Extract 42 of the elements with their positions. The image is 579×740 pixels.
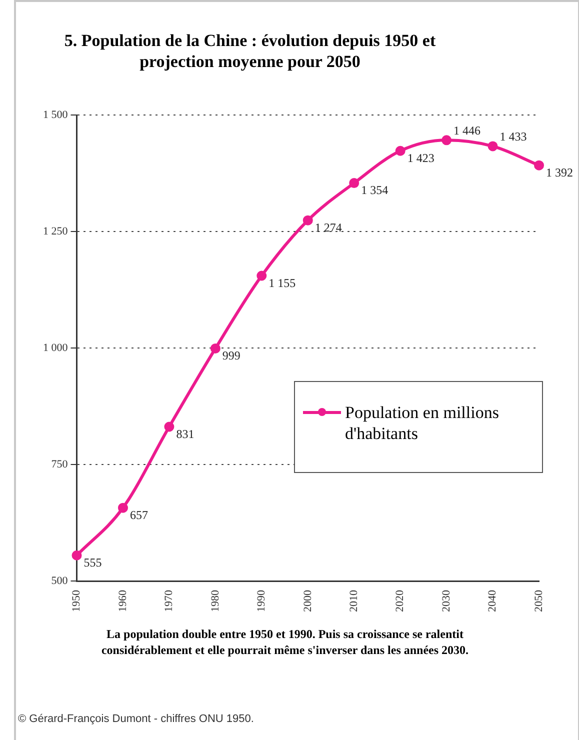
x-tick-label: 2000 xyxy=(302,590,314,612)
text: La population double entre 1950 et 1990. Puis sa croissance se ralentit considérablement et elle pourrait même s'inverser dans les années 2030. xyxy=(100,626,470,658)
point xyxy=(488,141,498,152)
y-tick-label: 1 500 xyxy=(43,108,68,121)
point xyxy=(210,343,220,354)
data-label: 1 446 xyxy=(454,123,481,138)
data-label: 1 423 xyxy=(407,151,434,166)
x-tick-label: 1980 xyxy=(209,590,222,612)
point xyxy=(349,178,360,188)
point xyxy=(164,422,174,432)
y-tick-label: 1 000 xyxy=(43,342,68,354)
data-label: 1 155 xyxy=(268,276,296,290)
legend-label: Population en millions d'habitants xyxy=(345,402,500,444)
point xyxy=(72,550,82,560)
point xyxy=(395,146,406,156)
y-tick-label: 1 250 xyxy=(43,225,68,238)
data-label: 1 392 xyxy=(546,165,573,180)
x-tick-label: 2030 xyxy=(440,590,452,612)
data-label: 657 xyxy=(130,508,148,522)
x-tick-label: 2010 xyxy=(348,590,360,612)
x-tick-label: 2050 xyxy=(532,590,545,612)
y-tick-label: 500 xyxy=(51,574,68,587)
point xyxy=(302,215,313,226)
text: © Gérard-François Dumont - chiffres ONU 1950. xyxy=(18,713,254,725)
x-tick-label: 1950 xyxy=(70,590,83,612)
x-tick-label: 1960 xyxy=(116,590,129,612)
point xyxy=(118,502,128,513)
x-tick-label: 1970 xyxy=(163,590,176,612)
data-label: 831 xyxy=(176,426,194,441)
data-label: 555 xyxy=(84,556,102,570)
data-label: 999 xyxy=(222,348,240,363)
data-label: 1 433 xyxy=(500,129,527,144)
x-tick-label: 2020 xyxy=(394,590,406,612)
y-tick-label: 750 xyxy=(51,458,68,470)
x-tick-label: 2040 xyxy=(486,590,499,612)
point xyxy=(534,160,544,170)
data-label: 1 354 xyxy=(361,183,388,198)
chart-title: 5. Population de la Chine : évolution depuis 1950 et projection moyenne pour 2050 xyxy=(63,30,437,72)
point xyxy=(256,270,267,281)
data-label: 1 274 xyxy=(314,220,342,234)
x-tick-label: 1990 xyxy=(256,590,268,612)
point xyxy=(442,135,452,146)
